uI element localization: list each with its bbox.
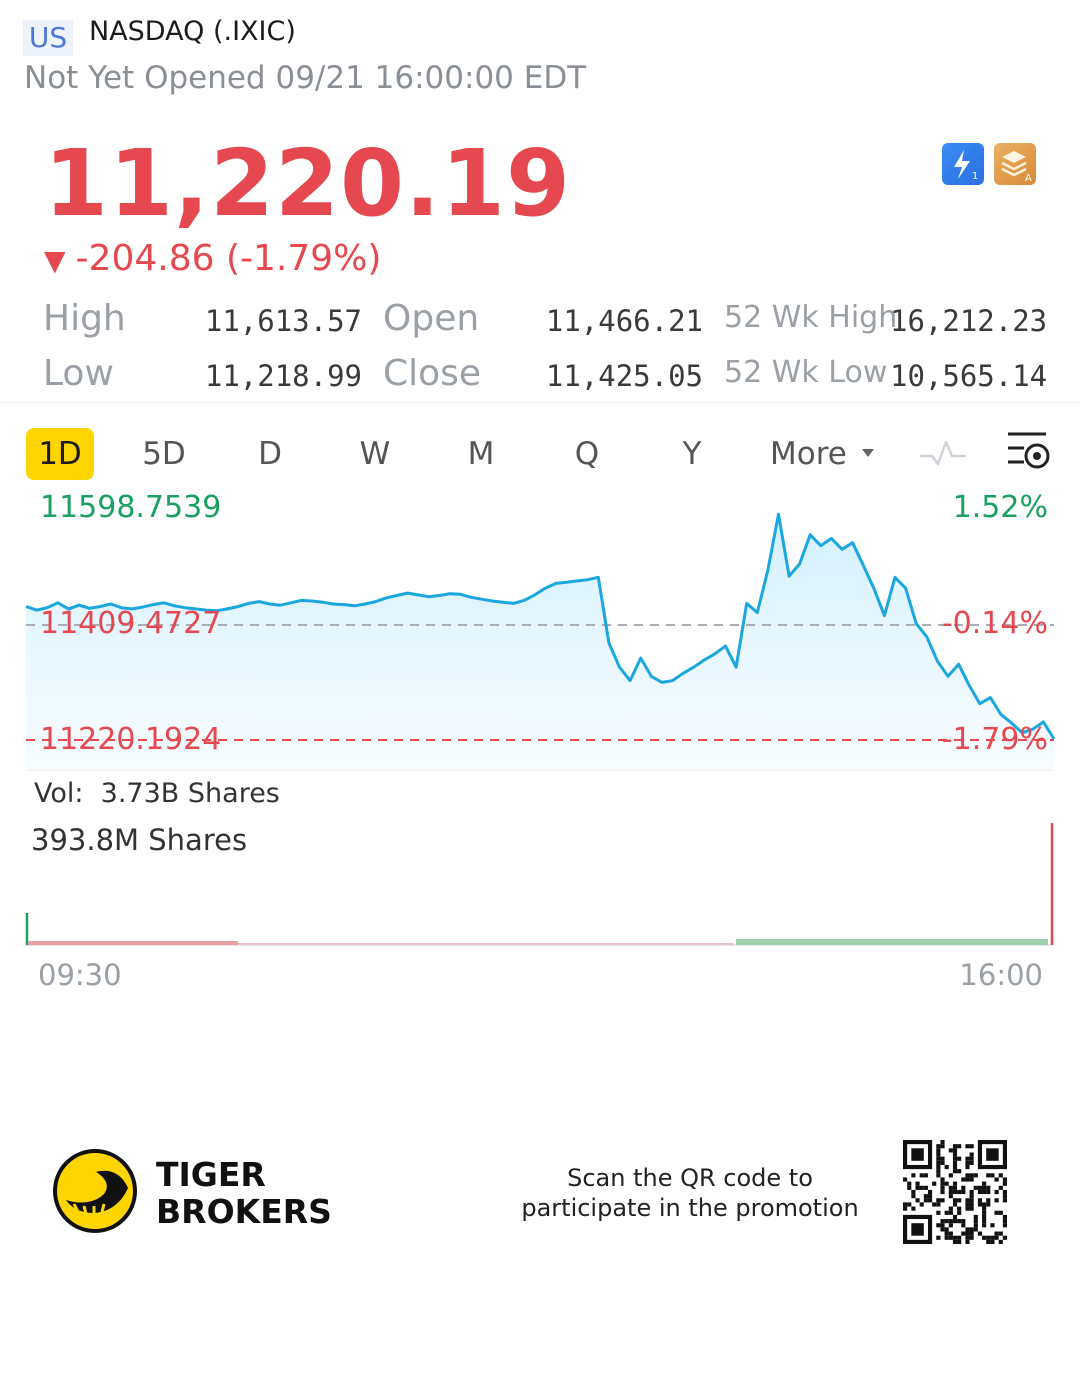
volume-label: Vol: bbox=[34, 778, 84, 809]
market-status: Not Yet Opened 09/21 16:00:00 EDT bbox=[24, 60, 587, 96]
open-value: 11,466.21 bbox=[545, 304, 703, 338]
lightning-icon[interactable]: 1 bbox=[942, 143, 984, 185]
wk52-high-label: 52 Wk High bbox=[724, 300, 898, 335]
close-value: 11,425.05 bbox=[545, 359, 703, 393]
close-label: Close bbox=[383, 353, 482, 394]
price-area bbox=[26, 514, 1054, 770]
brand-name-line2: BROKERS bbox=[156, 1192, 332, 1231]
volume-total: Vol: 3.73B Shares bbox=[34, 778, 280, 809]
volume-bars-midday bbox=[238, 943, 734, 945]
high-value: 11,613.57 bbox=[204, 304, 362, 338]
symbol-title: NASDAQ (.IXIC) bbox=[89, 16, 296, 47]
volume-bars-afternoon bbox=[736, 939, 1048, 945]
pct-min-label: -1.79% bbox=[941, 722, 1048, 757]
volume-max-label: 393.8M Shares bbox=[31, 823, 248, 857]
pct-ref-label: -0.14% bbox=[941, 606, 1048, 641]
wk52-low-label: 52 Wk Low bbox=[724, 355, 888, 390]
price-chart[interactable] bbox=[0, 490, 1080, 780]
low-value: 11,218.99 bbox=[204, 359, 362, 393]
brand-name-line1: TIGER bbox=[156, 1155, 266, 1194]
wave-icon[interactable] bbox=[918, 434, 970, 474]
volume-total-value: 3.73B Shares bbox=[100, 778, 280, 809]
tab-quarter[interactable]: Q bbox=[574, 436, 600, 472]
tiger-brokers-logo bbox=[52, 1148, 138, 1234]
high-label: High bbox=[43, 298, 126, 339]
triangle-down-icon bbox=[861, 448, 874, 457]
last-price: 11,220.19 bbox=[44, 130, 571, 237]
tab-more-label: More bbox=[770, 436, 847, 472]
market-badge: US bbox=[23, 20, 73, 56]
tab-day[interactable]: D bbox=[258, 436, 282, 472]
volume-bars-morning bbox=[28, 941, 238, 945]
low-label: Low bbox=[43, 353, 114, 394]
qr-code[interactable] bbox=[903, 1140, 1007, 1244]
svg-text:1: 1 bbox=[972, 171, 978, 182]
down-arrow-icon: ▼ bbox=[44, 244, 66, 277]
pct-max-label: 1.52% bbox=[952, 490, 1048, 525]
tab-week[interactable]: W bbox=[359, 436, 391, 472]
volume-chart[interactable] bbox=[0, 815, 1080, 955]
y-max-label: 11598.7539 bbox=[40, 490, 222, 525]
promo-text: Scan the QR code to participate in the p… bbox=[510, 1163, 870, 1223]
layers-icon[interactable]: A bbox=[994, 143, 1036, 185]
promo-line-2: participate in the promotion bbox=[521, 1194, 859, 1222]
tab-month[interactable]: M bbox=[467, 436, 495, 472]
chart-settings-icon[interactable] bbox=[1002, 428, 1052, 474]
svg-text:A: A bbox=[1025, 173, 1032, 184]
stats-divider bbox=[0, 402, 1080, 403]
promo-line-1: Scan the QR code to bbox=[567, 1164, 813, 1192]
tab-5d[interactable]: 5D bbox=[142, 436, 186, 472]
price-change: ▼ -204.86 (-1.79%) bbox=[44, 238, 381, 279]
price-change-value: -204.86 (-1.79%) bbox=[75, 238, 382, 279]
x-start-label: 09:30 bbox=[38, 958, 122, 992]
wk52-high-value: 16,212.23 bbox=[890, 304, 1048, 338]
x-end-label: 16:00 bbox=[959, 958, 1043, 992]
y-ref-label: 11409.4727 bbox=[40, 606, 222, 641]
price-line bbox=[25, 512, 1056, 740]
wk52-low-value: 10,565.14 bbox=[890, 359, 1048, 393]
y-min-label: 11220.1924 bbox=[40, 722, 222, 757]
tab-year[interactable]: Y bbox=[682, 436, 702, 472]
tab-1d[interactable]: 1D bbox=[26, 428, 94, 480]
tab-more[interactable]: More bbox=[770, 428, 882, 480]
open-label: Open bbox=[383, 298, 480, 339]
